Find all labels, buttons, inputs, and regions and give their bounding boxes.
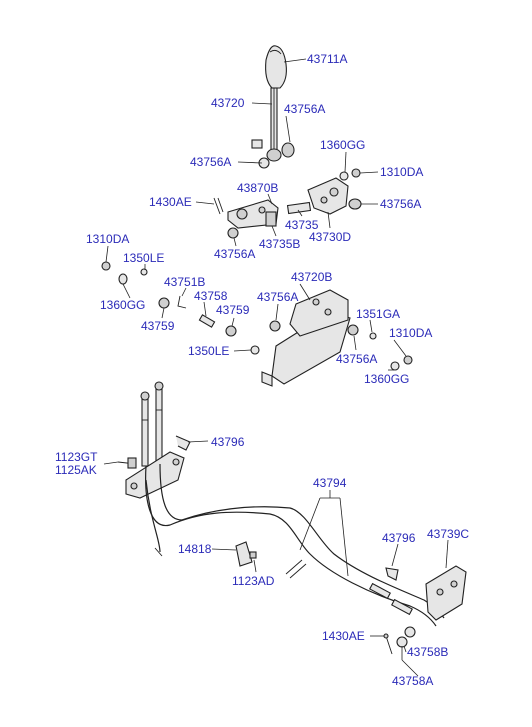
label-1310DA-right: 1310DA [389,326,432,340]
label-43756A-lower: 43756A [214,247,255,261]
label-43870B: 43870B [237,181,278,195]
pin-1430AE-upper [213,197,224,215]
washer-1360GG-right [390,361,400,371]
label-1360GG-left: 1360GG [100,298,145,312]
nut-43756A-right [347,324,359,336]
label-43711A: 43711A [307,52,347,66]
part-labels: 43711A 43720 43756A 1360GG 43756A 1310DA… [55,52,469,688]
washer-1351GA [369,332,377,340]
clip-43796-upper [175,435,191,451]
label-43796-lower: 43796 [382,531,416,545]
label-1310DA-top: 1310DA [380,165,423,179]
washer-1350LE-right [250,345,260,355]
label-43794: 43794 [313,476,347,490]
label-43739C: 43739C [427,527,469,541]
clip-43751B [177,295,187,309]
washer-1350LE-left [140,268,148,276]
nut-43756A-upper-right [348,198,362,210]
label-43796-upper: 43796 [211,435,245,449]
label-43756A-top: 43756A [284,102,325,116]
label-1430AE-top: 1430AE [149,195,192,209]
washer-43758A [396,636,408,648]
label-43720B: 43720B [291,270,332,284]
label-1351GA: 1351GA [356,307,400,321]
bracket-14818 [235,541,253,567]
label-1360GG-right: 1360GG [364,372,409,386]
leader-lines [103,58,449,677]
label-1350LE-right: 1350LE [188,344,229,358]
label-43756A-left: 43756A [190,155,231,169]
bushing-43759-left [158,297,170,309]
nut-43756A-mid [269,320,281,332]
bushing-43735B [265,211,277,227]
shift-lever-rod [270,87,278,151]
label-1360GG-top: 1360GG [320,138,365,152]
label-14818: 14818 [178,542,212,556]
grommet-mid [285,559,307,579]
clip-43796-lower [385,567,399,581]
label-1310DA-left: 1310DA [86,232,129,246]
bolt-1123GT [117,457,137,469]
label-1123AD: 1123AD [232,574,275,588]
label-1123GT: 1123GT [55,450,98,464]
label-43756A-mid: 43756A [257,290,298,304]
cable-end-rods [140,381,164,467]
pin-1430AE-lower [383,633,393,655]
label-43759-left: 43759 [141,319,175,333]
bushing-43759-right [225,325,237,337]
label-43758B: 43758B [407,645,448,659]
lever-pivot-bushings [251,139,295,169]
label-1430AE-lower: 1430AE [322,629,365,643]
label-1125AK: 1125AK [55,463,97,477]
label-43720: 43720 [211,96,245,110]
lever-43730D [307,177,349,215]
label-43756A-right: 43756A [380,197,421,211]
label-43735B: 43735B [259,237,300,251]
cable-mount-plate [125,451,185,499]
nut-1310DA-upper [351,168,361,178]
bracket-43720B [261,289,351,387]
pin-43758 [198,314,216,328]
label-43735: 43735 [285,218,319,232]
label-43756A-bottom: 43756A [336,352,377,366]
cable-end-fittings [369,582,413,616]
label-43730D: 43730D [309,230,351,244]
label-43758: 43758 [194,289,228,303]
label-43751B: 43751B [164,275,205,289]
label-1350LE-left: 1350LE [123,251,164,265]
label-43759-right: 43759 [216,303,250,317]
label-43758A: 43758A [392,674,433,688]
nut-1310DA-left [101,261,111,271]
bracket-43739C [425,565,467,621]
bolt-1123AD [249,551,257,559]
washer-1360GG-upper [339,171,349,181]
washer-43758B [404,626,416,638]
nut-43756A-lower [227,227,239,239]
nut-1310DA-right [403,355,413,365]
washer-1360GG-left [118,273,128,285]
shift-knob [265,45,287,89]
